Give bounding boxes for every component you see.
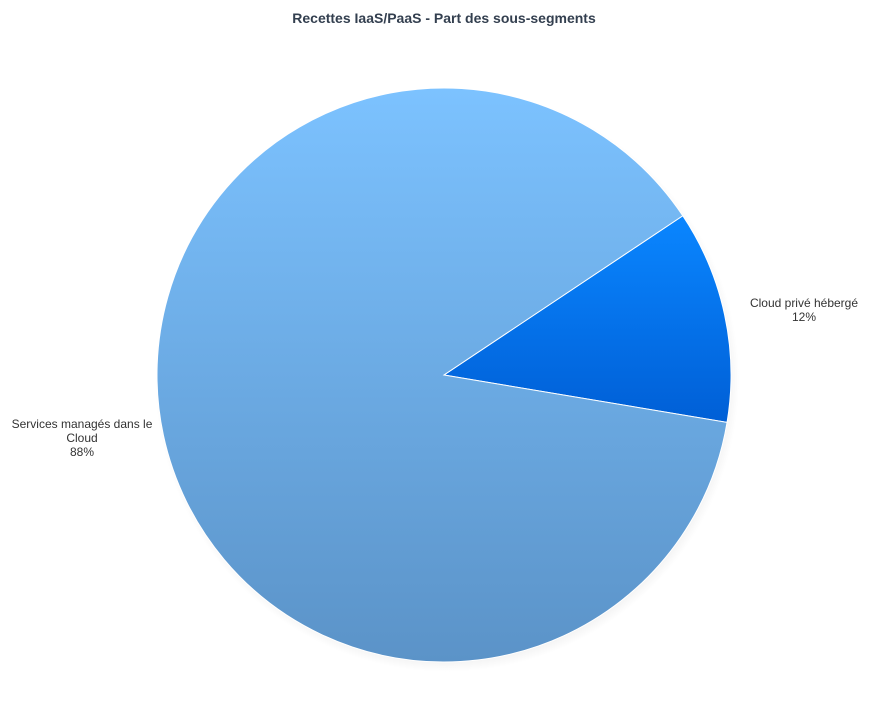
pie-slice-2 (156, 87, 728, 663)
pie-slice-1 (442, 215, 732, 423)
slice-label-1: Cloud privé hébergé 12% (750, 296, 858, 324)
pie-labels: Cloud privé hébergé 12% Services managés d… (12, 296, 859, 459)
slice-label-line: Services managés dans le (12, 417, 153, 431)
slice-label-2: Services managés dans le Cloud 88% (12, 417, 153, 459)
slice-label-line: 12% (792, 310, 816, 324)
slice-label-line: Cloud (66, 431, 97, 445)
pie-slices (156, 87, 732, 663)
chart-title: Recettes IaaS/PaaS - Part des sous-segme… (292, 10, 596, 26)
slice-label-line: 88% (70, 445, 94, 459)
slice-label-line: Cloud privé hébergé (750, 296, 858, 310)
